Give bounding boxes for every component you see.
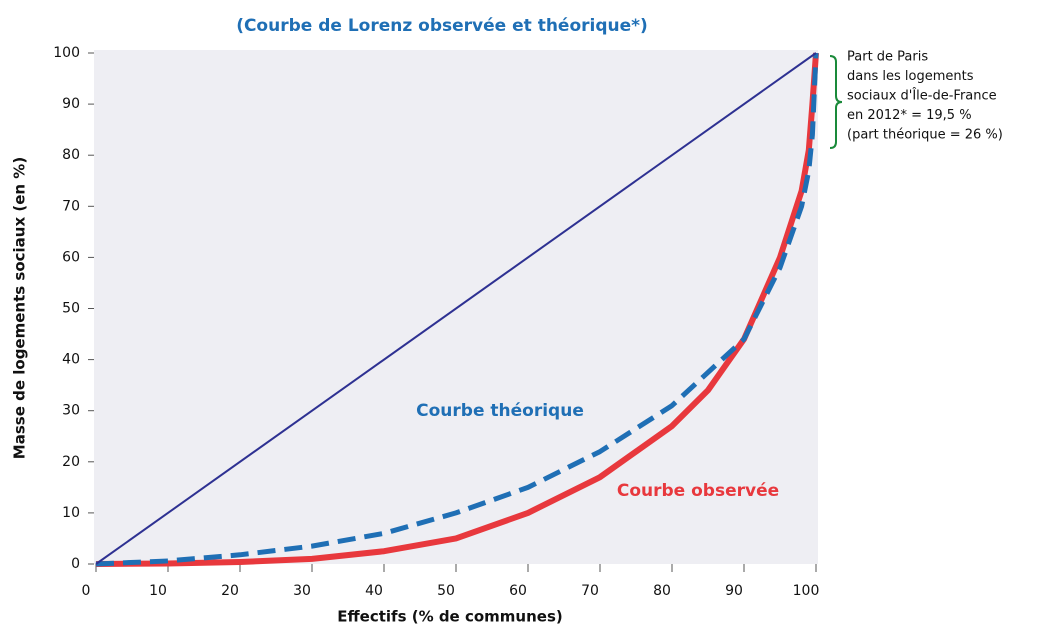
y-tick-label: 100: [53, 45, 80, 61]
x-tick-label: 70: [581, 583, 599, 599]
x-tick-label: 50: [437, 583, 455, 599]
series-line: [95, 52, 819, 567]
y-tick-label: 90: [62, 96, 80, 112]
y-tick-label: 80: [62, 147, 80, 163]
y-tick-label: 30: [62, 403, 80, 419]
x-tick-label: 80: [653, 583, 671, 599]
series-line: [95, 52, 817, 565]
x-tick-label: 10: [149, 583, 167, 599]
note-line: dans les logements: [847, 69, 974, 84]
y-tick-label: 50: [62, 301, 80, 317]
note-line: Part de Paris: [847, 50, 928, 65]
y-tick-label: 70: [62, 198, 80, 214]
chart-title: (Courbe de Lorenz observée et théorique*…: [236, 16, 648, 36]
series-line: [95, 52, 819, 567]
x-tick-label: 0: [82, 583, 91, 599]
x-axis-label: Effectifs (% de communes): [337, 608, 562, 626]
note-line: (part théorique = 26 %): [847, 128, 1003, 143]
bracket: [829, 55, 843, 149]
x-tick-label: 90: [725, 583, 743, 599]
y-tick-label: 40: [62, 352, 80, 368]
y-tick-label: 0: [71, 556, 80, 572]
x-tick-label: 20: [221, 583, 239, 599]
y-tick-label: 60: [62, 249, 80, 265]
series-label: Courbe théorique: [416, 401, 584, 421]
x-tick-label: 40: [365, 583, 383, 599]
series-label: Courbe observée: [617, 481, 779, 501]
y-axis-label: Masse de logements sociaux (en %): [11, 157, 29, 459]
x-tick-label: 60: [509, 583, 527, 599]
x-tick-label: 30: [293, 583, 311, 599]
plot-area: [94, 50, 818, 564]
y-tick-label: 20: [62, 454, 80, 470]
note-line: en 2012* = 19,5 %: [847, 108, 972, 123]
x-tick-label: 100: [793, 583, 820, 599]
note-line: sociaux d'Île-de-France: [847, 88, 997, 104]
y-tick-label: 10: [62, 505, 80, 521]
